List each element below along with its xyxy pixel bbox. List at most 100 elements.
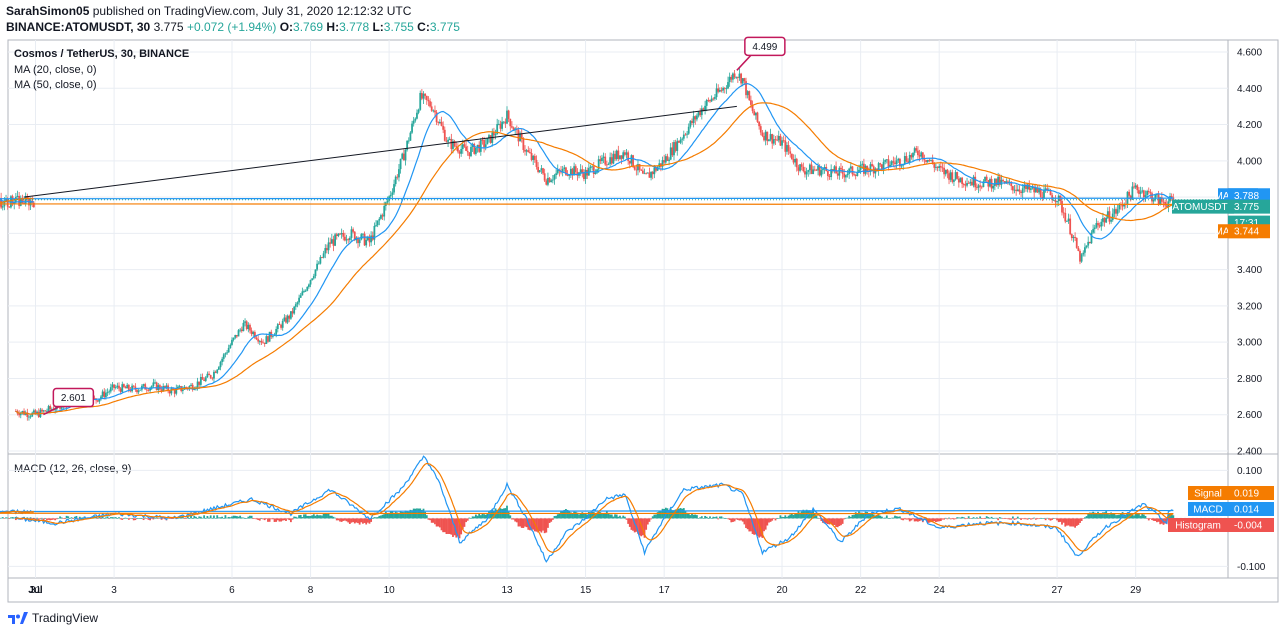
- macd-histogram-bar: [358, 518, 361, 525]
- macd-histogram-bar: [844, 517, 847, 519]
- macd-histogram-bar: [723, 518, 726, 519]
- candle-up: [109, 387, 112, 392]
- macd-histogram-bar: [915, 518, 918, 522]
- macd-histogram-bar: [114, 517, 117, 519]
- candle-down: [527, 150, 530, 153]
- macd-histogram-bar: [465, 518, 467, 523]
- publisher-name[interactable]: SarahSimon05: [6, 4, 90, 18]
- macd-histogram-bar: [68, 518, 71, 519]
- macd-histogram-bar: [149, 518, 152, 521]
- candle-down: [363, 233, 366, 246]
- macd-histogram-bar: [193, 515, 196, 519]
- macd-histogram-bar: [609, 514, 612, 519]
- candle-down: [776, 139, 779, 141]
- candle-down: [802, 166, 805, 172]
- candle-up: [365, 239, 368, 246]
- candle-up: [375, 225, 377, 227]
- macd-histogram-bar: [39, 518, 42, 519]
- macd-histogram-bar: [296, 517, 299, 519]
- candle-up: [5, 198, 7, 202]
- macd-histogram-bar: [463, 518, 466, 527]
- candle-up: [311, 278, 314, 281]
- macd-histogram-bar: [612, 516, 615, 519]
- candle-up: [589, 166, 592, 169]
- macd-histogram-bar: [1028, 518, 1031, 519]
- candle-up: [150, 386, 153, 388]
- macd-histogram-bar: [319, 515, 322, 519]
- candle-up: [728, 76, 731, 83]
- candle-up: [345, 239, 348, 241]
- macd-histogram-bar: [312, 514, 315, 519]
- candle-up: [584, 169, 587, 180]
- macd-histogram-bar: [558, 513, 561, 519]
- candle-down: [44, 410, 47, 412]
- price-tick-label: 3.200: [1237, 301, 1262, 312]
- macd-histogram-bar: [304, 514, 307, 519]
- macd-histogram-bar: [434, 518, 436, 525]
- macd-histogram-bar: [982, 518, 985, 519]
- candle-up: [1038, 189, 1040, 193]
- macd-histogram-bar: [268, 518, 271, 522]
- macd-histogram-bar: [633, 518, 636, 533]
- macd-histogram-bar: [50, 518, 53, 520]
- candle-down: [260, 340, 263, 343]
- macd-histogram-bar: [1172, 515, 1175, 519]
- candle-down: [1121, 204, 1124, 207]
- macd-histogram-bar: [887, 518, 890, 519]
- candle-up: [193, 388, 196, 390]
- macd-histogram-bar: [890, 517, 893, 519]
- candle-down: [429, 101, 431, 107]
- macd-histogram-bar: [730, 518, 733, 523]
- candle-down: [522, 138, 525, 150]
- macd-histogram-bar: [975, 517, 978, 519]
- candle-up: [314, 269, 317, 277]
- macd-histogram-bar: [72, 518, 75, 519]
- candle-up: [830, 169, 833, 178]
- candle-up: [984, 176, 986, 182]
- macd-histogram-bar: [191, 518, 194, 519]
- candle-up: [889, 164, 891, 167]
- candle-up: [696, 115, 698, 120]
- macd-histogram-bar: [311, 515, 314, 519]
- macd-histogram-bar: [993, 517, 996, 519]
- macd-histogram-bar: [818, 518, 821, 519]
- candle-up: [42, 410, 45, 412]
- candle-up: [16, 195, 19, 197]
- candle-down: [41, 409, 43, 412]
- candle-down: [651, 171, 654, 175]
- candle-down: [851, 166, 854, 175]
- candle-up: [1146, 190, 1149, 196]
- candle-down: [1049, 190, 1052, 196]
- macd-histogram-bar: [484, 514, 487, 519]
- macd-histogram-bar: [561, 511, 564, 519]
- candle-down: [442, 125, 445, 130]
- macd-histogram-bar: [907, 518, 910, 520]
- candle-down: [425, 95, 428, 101]
- macd-histogram-bar: [1120, 513, 1122, 519]
- macd-histogram-bar: [100, 518, 102, 519]
- macd-histogram-bar: [736, 518, 739, 520]
- candle-down: [666, 156, 669, 161]
- candle-down: [917, 150, 919, 156]
- macd-histogram-bar: [222, 518, 225, 519]
- candle-up: [114, 387, 117, 389]
- macd-histogram-bar: [234, 515, 237, 519]
- macd-histogram-bar: [913, 518, 916, 522]
- candle-down: [604, 156, 607, 165]
- macd-histogram-bar: [892, 517, 895, 519]
- time-tick-label: 17: [659, 585, 671, 596]
- candle-up: [553, 175, 556, 180]
- candle-down: [879, 163, 882, 165]
- macd-histogram-bar: [833, 518, 836, 526]
- candle-up: [1056, 201, 1058, 203]
- candle-down: [581, 169, 584, 174]
- candle-down: [37, 411, 40, 418]
- candle-up: [1052, 200, 1055, 201]
- candle-down: [368, 236, 371, 243]
- macd-histogram-bar: [116, 518, 119, 519]
- footer-brand[interactable]: TradingView: [32, 611, 99, 625]
- macd-histogram-bar: [756, 518, 759, 537]
- candle-up: [1005, 181, 1008, 184]
- macd-histogram-bar: [391, 511, 394, 519]
